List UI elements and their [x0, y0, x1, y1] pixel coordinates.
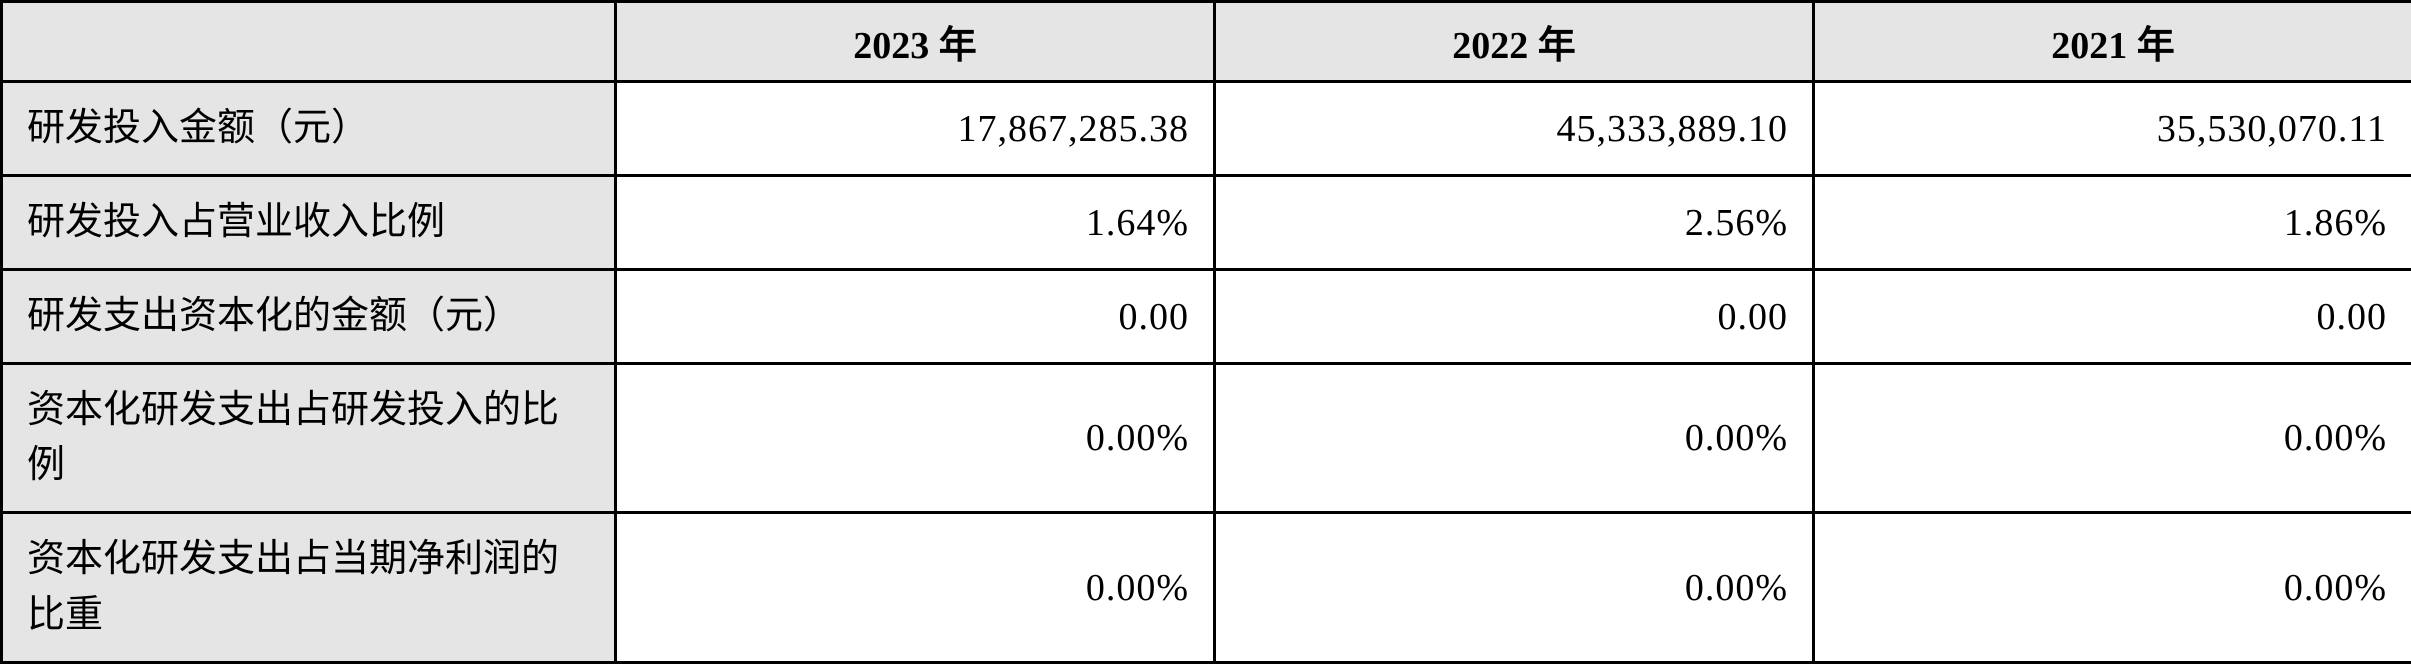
rd-investment-table: 2023 年 2022 年 2021 年 研发投入金额（元） 17,867,28…: [0, 0, 2411, 664]
row-label: 研发投入占营业收入比例: [2, 176, 616, 270]
cell-value: 0.00: [616, 270, 1215, 364]
row-label: 研发投入金额（元）: [2, 82, 616, 176]
header-2021: 2021 年: [1814, 2, 2411, 82]
cell-value: 35,530,070.11: [1814, 82, 2411, 176]
row-label: 资本化研发支出占当期净利润的比重: [2, 513, 616, 662]
table-header-row: 2023 年 2022 年 2021 年: [2, 2, 2411, 82]
table-row: 研发投入占营业收入比例 1.64% 2.56% 1.86%: [2, 176, 2411, 270]
table-row: 研发投入金额（元） 17,867,285.38 45,333,889.10 35…: [2, 82, 2411, 176]
cell-value: 17,867,285.38: [616, 82, 1215, 176]
header-2023: 2023 年: [616, 2, 1215, 82]
cell-value: 0.00: [1215, 270, 1814, 364]
cell-value: 45,333,889.10: [1215, 82, 1814, 176]
table-row: 资本化研发支出占当期净利润的比重 0.00% 0.00% 0.00%: [2, 513, 2411, 662]
row-label: 研发支出资本化的金额（元）: [2, 270, 616, 364]
cell-value: 1.86%: [1814, 176, 2411, 270]
cell-value: 0.00%: [616, 513, 1215, 662]
cell-value: 0.00%: [616, 364, 1215, 513]
cell-value: 2.56%: [1215, 176, 1814, 270]
row-label: 资本化研发支出占研发投入的比例: [2, 364, 616, 513]
header-blank: [2, 2, 616, 82]
header-2022: 2022 年: [1215, 2, 1814, 82]
cell-value: 1.64%: [616, 176, 1215, 270]
data-table: 2023 年 2022 年 2021 年 研发投入金额（元） 17,867,28…: [0, 0, 2411, 664]
table-row: 资本化研发支出占研发投入的比例 0.00% 0.00% 0.00%: [2, 364, 2411, 513]
cell-value: 0.00%: [1814, 513, 2411, 662]
table-row: 研发支出资本化的金额（元） 0.00 0.00 0.00: [2, 270, 2411, 364]
cell-value: 0.00%: [1814, 364, 2411, 513]
cell-value: 0.00%: [1215, 513, 1814, 662]
cell-value: 0.00: [1814, 270, 2411, 364]
cell-value: 0.00%: [1215, 364, 1814, 513]
